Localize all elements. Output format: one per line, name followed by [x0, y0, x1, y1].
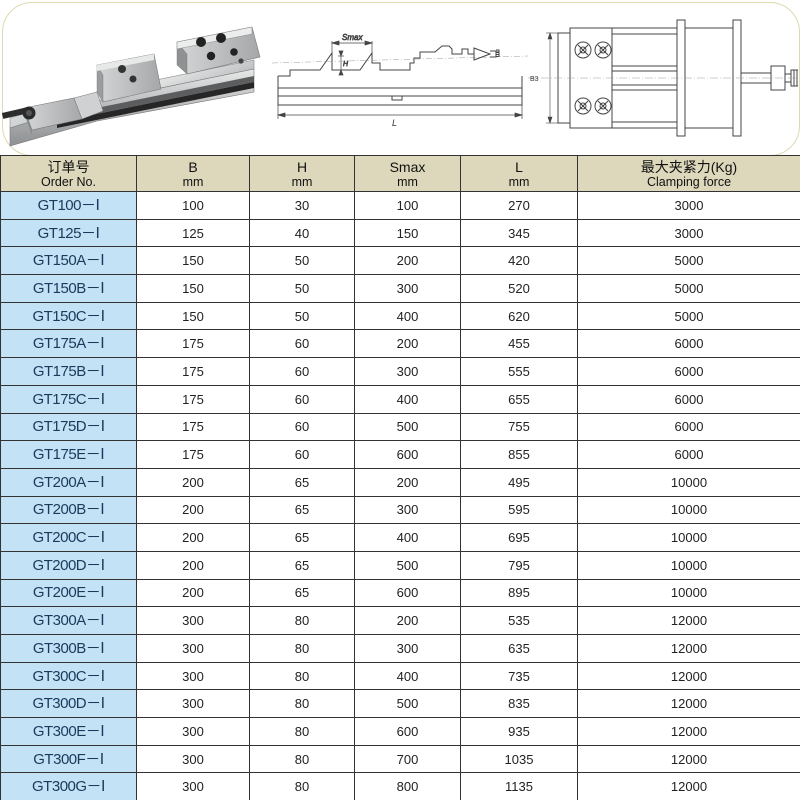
- svg-text:H: H: [343, 61, 349, 68]
- svg-text:B3: B3: [530, 76, 539, 83]
- svg-text:L: L: [392, 118, 397, 128]
- svg-text:Smax: Smax: [342, 33, 363, 42]
